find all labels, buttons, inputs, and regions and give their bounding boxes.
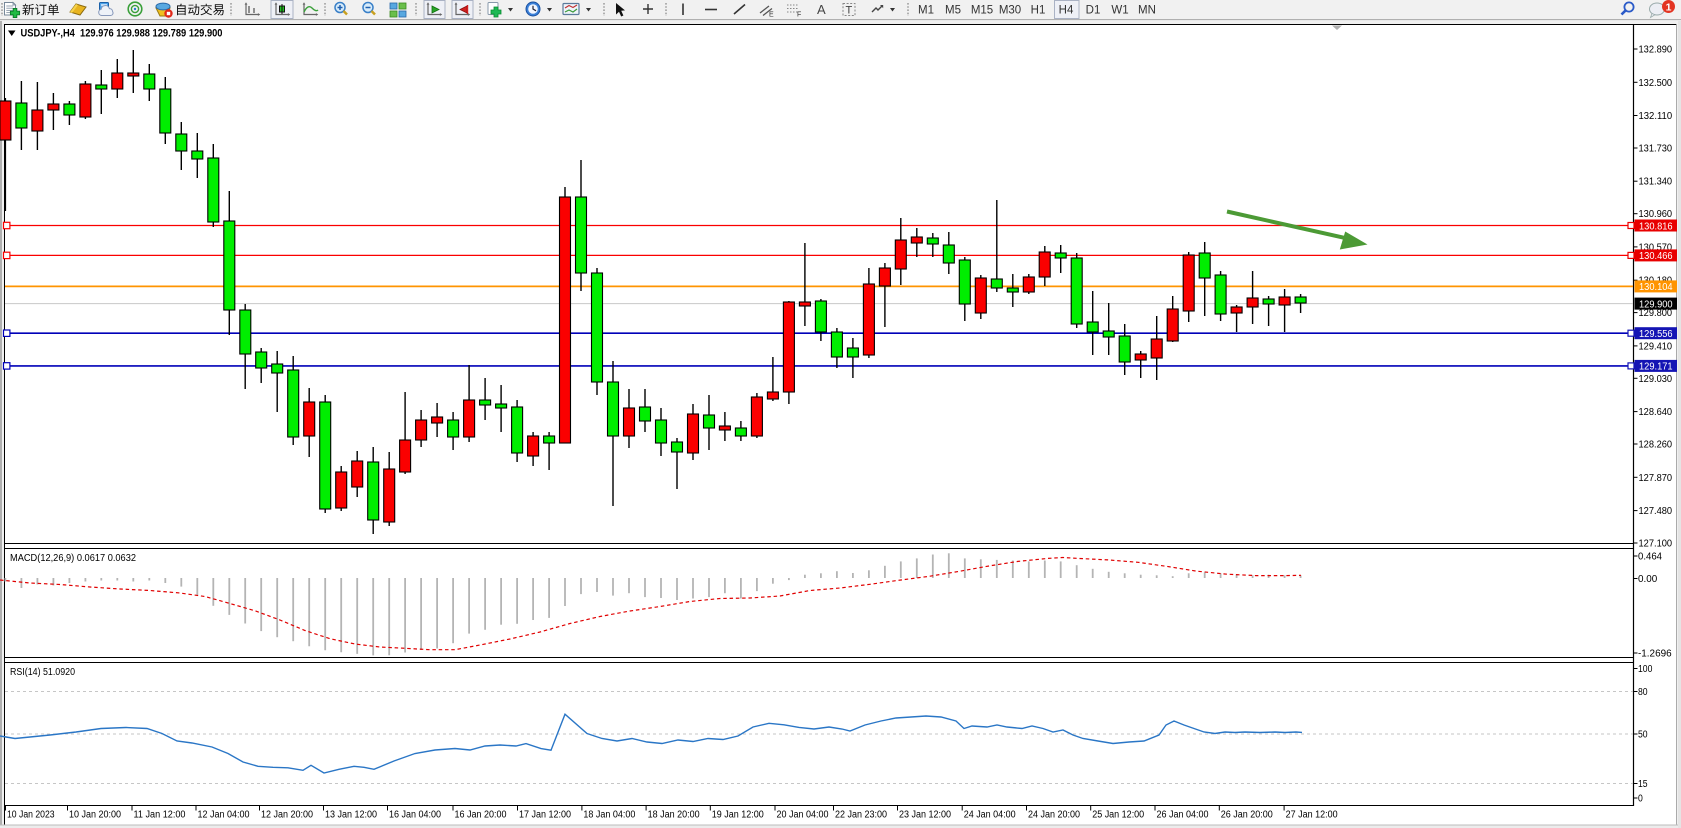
svg-text:1: 1 [1666, 2, 1672, 14]
svg-text:27 Jan 12:00: 27 Jan 12:00 [1286, 810, 1338, 821]
svg-text:0.464: 0.464 [1638, 552, 1662, 563]
svg-text:H1: H1 [1031, 5, 1046, 17]
svg-text:T: T [846, 5, 853, 17]
svg-text:129.171: 129.171 [1639, 362, 1673, 373]
svg-text:USDJPY-,H4 129.976 129.988 12: USDJPY-,H4 129.976 129.988 129.789 129.9… [21, 28, 223, 40]
svg-text:132.890: 132.890 [1639, 45, 1673, 56]
svg-text:MACD(12,26,9) 0.0617 0.0632: MACD(12,26,9) 0.0617 0.0632 [10, 553, 136, 564]
svg-text:100: 100 [1638, 664, 1653, 675]
svg-text:M1: M1 [918, 5, 934, 17]
svg-text:24 Jan 04:00: 24 Jan 04:00 [964, 810, 1016, 821]
svg-text:13 Jan 12:00: 13 Jan 12:00 [325, 810, 377, 821]
svg-text:M30: M30 [999, 5, 1021, 17]
svg-text:127.480: 127.480 [1639, 506, 1673, 517]
svg-text:18 Jan 20:00: 18 Jan 20:00 [648, 810, 700, 821]
svg-text:16 Jan 20:00: 16 Jan 20:00 [455, 810, 507, 821]
svg-text:10 Jan 20:00: 10 Jan 20:00 [69, 810, 121, 821]
svg-text:12 Jan 20:00: 12 Jan 20:00 [261, 810, 313, 821]
svg-text:22 Jan 23:00: 22 Jan 23:00 [835, 810, 887, 821]
svg-text:130.960: 130.960 [1639, 209, 1673, 220]
svg-text:19 Jan 12:00: 19 Jan 12:00 [712, 810, 764, 821]
svg-text:129.800: 129.800 [1639, 308, 1673, 319]
svg-text:16 Jan 04:00: 16 Jan 04:00 [389, 810, 441, 821]
svg-text:H4: H4 [1059, 5, 1074, 17]
svg-text:129.900: 129.900 [1639, 299, 1673, 310]
svg-text:M15: M15 [971, 5, 993, 17]
svg-text:18 Jan 04:00: 18 Jan 04:00 [583, 810, 635, 821]
svg-text:80: 80 [1638, 687, 1648, 698]
svg-text:10 Jan 2023: 10 Jan 2023 [7, 810, 55, 821]
svg-text:128.640: 128.640 [1639, 407, 1673, 418]
svg-text:131.340: 131.340 [1639, 177, 1673, 188]
svg-text:50: 50 [1638, 730, 1648, 741]
svg-text:M5: M5 [945, 5, 961, 17]
svg-text:129.410: 129.410 [1639, 341, 1673, 352]
svg-text:0: 0 [1638, 794, 1643, 805]
svg-text:W1: W1 [1111, 5, 1128, 17]
svg-text:17 Jan 12:00: 17 Jan 12:00 [519, 810, 571, 821]
svg-text:132.500: 132.500 [1639, 78, 1673, 89]
svg-text:127.100: 127.100 [1639, 539, 1673, 550]
svg-text:131.730: 131.730 [1639, 144, 1673, 155]
svg-text:RSI(14) 51.0920: RSI(14) 51.0920 [10, 667, 75, 678]
svg-text:20 Jan 04:00: 20 Jan 04:00 [777, 810, 829, 821]
svg-text:-1.2696: -1.2696 [1638, 649, 1672, 660]
svg-text:F: F [797, 12, 801, 19]
svg-text:15: 15 [1638, 779, 1648, 790]
svg-text:26 Jan 04:00: 26 Jan 04:00 [1157, 810, 1209, 821]
svg-text:130.816: 130.816 [1639, 221, 1673, 232]
svg-text:128.260: 128.260 [1639, 440, 1673, 451]
svg-text:129.556: 129.556 [1639, 329, 1673, 340]
svg-text:23 Jan 12:00: 23 Jan 12:00 [899, 810, 951, 821]
svg-text:A: A [817, 2, 826, 17]
svg-text:129.030: 129.030 [1639, 374, 1673, 385]
svg-text:24 Jan 20:00: 24 Jan 20:00 [1028, 810, 1080, 821]
svg-text:130.570: 130.570 [1639, 242, 1673, 253]
svg-text:11 Jan 12:00: 11 Jan 12:00 [134, 810, 186, 821]
svg-text:D1: D1 [1086, 5, 1101, 17]
svg-text:25 Jan 12:00: 25 Jan 12:00 [1092, 810, 1144, 821]
svg-text:MN: MN [1138, 5, 1156, 17]
svg-text:130.104: 130.104 [1639, 282, 1673, 293]
svg-text:12 Jan 04:00: 12 Jan 04:00 [198, 810, 250, 821]
svg-text:0.00: 0.00 [1638, 574, 1658, 585]
svg-text:127.870: 127.870 [1639, 473, 1673, 484]
svg-text:E: E [769, 12, 774, 19]
svg-text:26 Jan 20:00: 26 Jan 20:00 [1221, 810, 1273, 821]
svg-text:130.466: 130.466 [1639, 251, 1673, 262]
svg-text:132.110: 132.110 [1639, 111, 1673, 122]
